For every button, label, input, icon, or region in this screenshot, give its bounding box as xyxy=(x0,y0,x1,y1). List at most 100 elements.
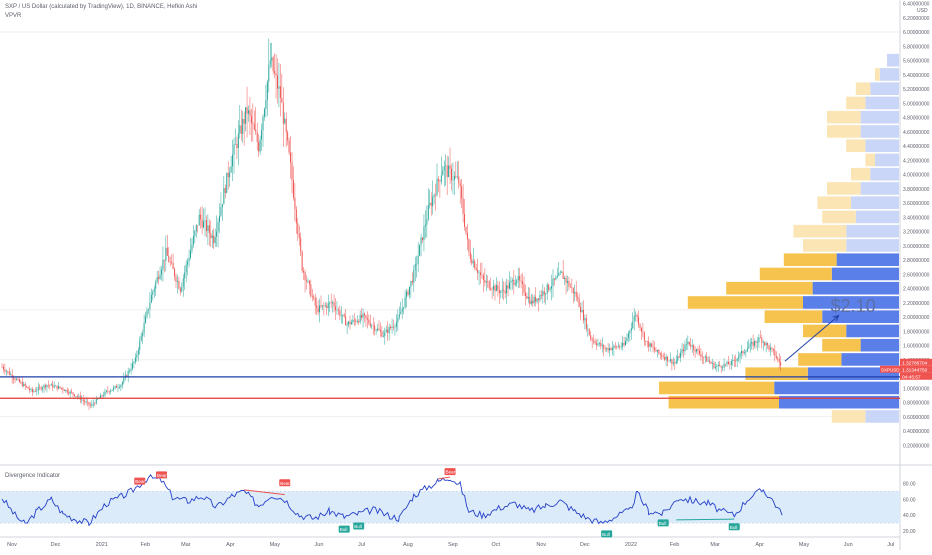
candle-body xyxy=(652,346,654,348)
candle-body xyxy=(764,342,766,346)
candle-body xyxy=(597,343,599,345)
candle-body xyxy=(20,382,22,383)
y-tick-label: 6.00000000 xyxy=(903,30,930,36)
volume-profile-up-bar xyxy=(865,410,899,423)
candle-body xyxy=(688,341,690,345)
candle-body xyxy=(700,353,702,357)
candle-body xyxy=(291,162,293,181)
bear-marker-label: Bear xyxy=(446,470,456,475)
candle-body xyxy=(269,60,271,65)
x-tick-label: Oct xyxy=(491,542,500,548)
candle-body xyxy=(397,317,399,323)
candle-body xyxy=(741,351,742,354)
candle-body xyxy=(33,391,35,392)
candle-body xyxy=(355,320,357,323)
candle-body xyxy=(391,326,393,328)
candle-body xyxy=(308,280,310,285)
x-tick-label: Sep xyxy=(448,542,458,548)
candle-body xyxy=(426,219,428,225)
candle-body xyxy=(226,172,228,193)
candle-body xyxy=(567,280,568,283)
candle-body xyxy=(462,198,464,214)
x-tick-label: Mar xyxy=(710,542,720,548)
candle-body xyxy=(72,392,74,395)
candle-body xyxy=(248,110,249,114)
candle-body xyxy=(451,168,452,181)
y-tick-label: 5.00000000 xyxy=(903,101,930,107)
candle-body xyxy=(417,255,419,264)
candle-body xyxy=(36,390,38,392)
candle-body xyxy=(768,345,770,350)
candle-body xyxy=(282,102,284,124)
candle-body xyxy=(552,278,554,287)
candle-body xyxy=(574,291,576,294)
candle-body xyxy=(775,356,777,359)
candle-body xyxy=(203,221,205,228)
candle-body xyxy=(326,305,328,309)
candle-body xyxy=(197,225,199,226)
candle-body xyxy=(220,207,222,216)
candle-body xyxy=(510,280,512,283)
candle-body xyxy=(294,197,296,210)
candle-body xyxy=(163,259,165,261)
volume-profile-down-bar xyxy=(851,167,871,181)
candle-body xyxy=(139,340,141,351)
candle-body xyxy=(295,209,297,224)
candle-body xyxy=(617,346,619,348)
candle-body xyxy=(458,176,460,184)
candle-body xyxy=(200,214,202,220)
price-tag-1: 1.32786704 xyxy=(902,360,928,366)
candle-body xyxy=(407,291,409,295)
candle-body xyxy=(539,294,541,301)
candle-body xyxy=(571,287,573,288)
candle-body xyxy=(614,345,616,347)
candle-body xyxy=(113,387,115,390)
candle-body xyxy=(53,385,55,388)
candle-body xyxy=(184,272,186,279)
candle-body xyxy=(58,386,60,389)
candle-body xyxy=(255,129,257,133)
candle-body xyxy=(40,387,42,390)
candle-body xyxy=(136,354,138,358)
target-arrow-line[interactable] xyxy=(784,315,839,362)
candle-body xyxy=(517,275,519,281)
candle-body xyxy=(665,356,667,360)
candle-body xyxy=(34,391,36,392)
candle-body xyxy=(509,282,510,289)
candle-body xyxy=(712,362,713,364)
candle-body xyxy=(507,285,509,289)
y-tick-label: 1.60000000 xyxy=(903,344,930,350)
candle-body xyxy=(2,366,4,370)
y-tick-label: 5.60000000 xyxy=(903,59,930,65)
candle-body xyxy=(30,389,32,390)
volume-profile-down-bar xyxy=(827,182,861,195)
candle-body xyxy=(297,223,299,235)
oscillator-band xyxy=(0,491,900,524)
candle-body xyxy=(385,329,387,332)
candle-body xyxy=(414,263,416,270)
candle-body xyxy=(230,166,232,173)
candle-body xyxy=(655,350,657,352)
candle-body xyxy=(668,360,670,362)
volume-profile-up-bar xyxy=(846,224,899,238)
candle-body xyxy=(651,343,653,347)
candle-body xyxy=(287,132,289,141)
candle-body xyxy=(290,152,292,163)
candle-body xyxy=(304,272,306,281)
volume-profile-up-bar xyxy=(870,167,899,181)
candle-body xyxy=(685,344,687,345)
candle-body xyxy=(358,321,360,323)
currency-label: USD xyxy=(917,8,928,14)
candle-body xyxy=(738,356,740,359)
candle-body xyxy=(300,237,302,252)
candle-body xyxy=(635,315,637,317)
y-tick-label: 2.40000000 xyxy=(903,287,930,293)
candle-body xyxy=(252,122,254,125)
candle-body xyxy=(498,289,500,294)
candle-body xyxy=(659,353,661,355)
candle-body xyxy=(87,401,89,403)
candle-body xyxy=(216,231,218,237)
y-tick-label: 0.80000000 xyxy=(903,401,930,407)
volume-profile-down-bar xyxy=(875,68,880,81)
